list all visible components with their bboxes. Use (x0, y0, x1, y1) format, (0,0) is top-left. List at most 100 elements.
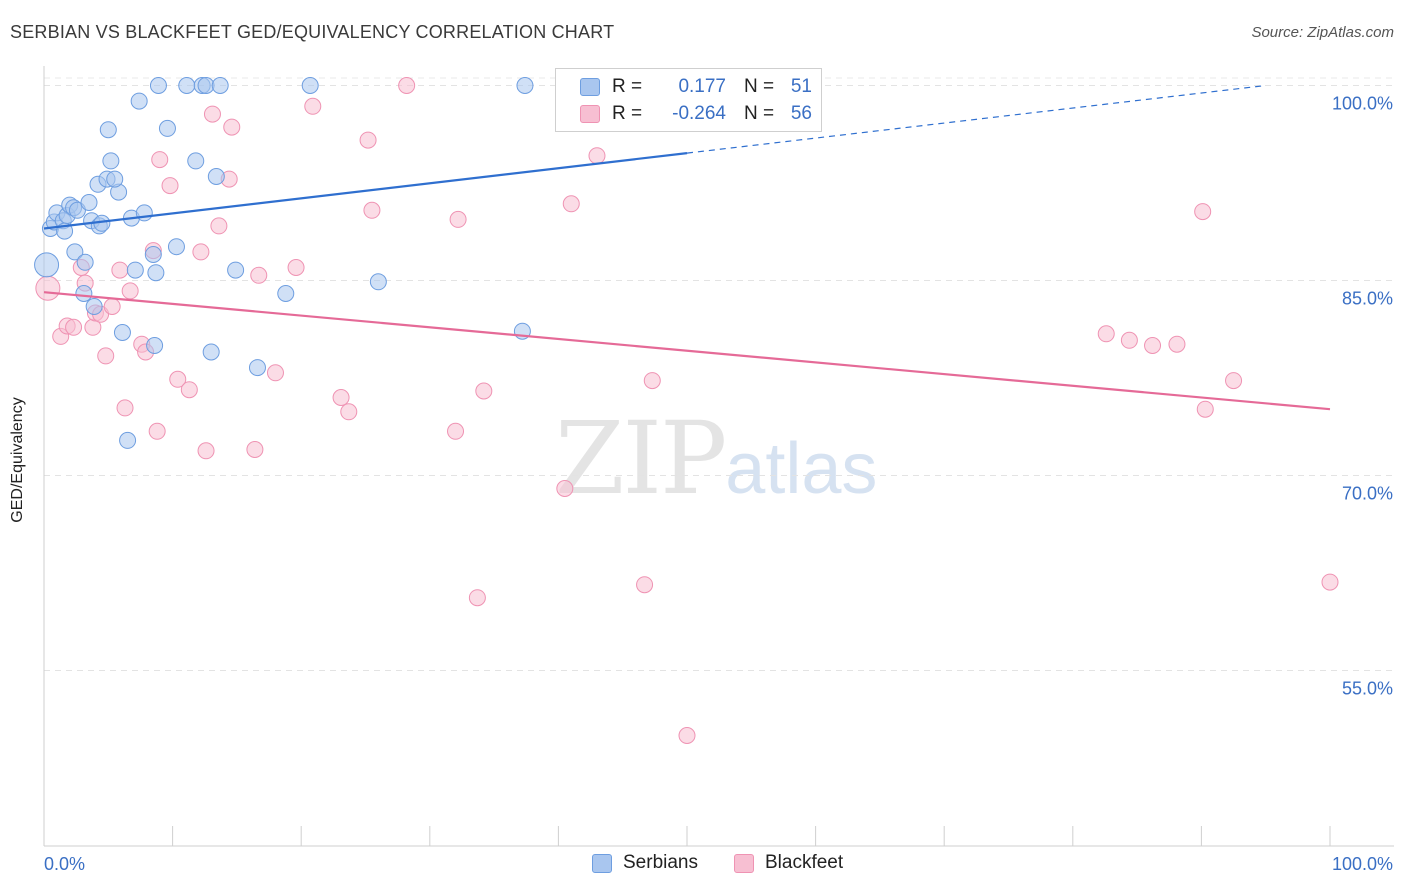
legend-r-value: 0.177 (678, 76, 726, 97)
blackfeet-point (1196, 400, 1214, 418)
serbians-point (167, 238, 185, 256)
blackfeet-point (192, 243, 210, 261)
blackfeet-point (449, 210, 467, 228)
blackfeet-point (1097, 325, 1115, 343)
blackfeet-point (1168, 335, 1186, 353)
serbians-point (119, 431, 137, 449)
x-tick-label: 100.0% (1332, 854, 1393, 874)
serbians-point (158, 119, 176, 137)
blackfeet-trend-line (43, 291, 1331, 411)
blackfeet-point (151, 151, 169, 169)
blackfeet-point (287, 259, 305, 276)
blackfeet-point (197, 442, 215, 460)
legend-item-blackfeet[interactable]: Blackfeet (734, 852, 843, 874)
serbians-point (202, 343, 220, 361)
serbians-point (227, 261, 245, 279)
serbians-point (277, 285, 295, 302)
watermark: ZIPatlas (555, 400, 877, 517)
blackfeet-point (363, 201, 381, 219)
serbians-point (80, 194, 98, 211)
y-axis-label: GED/Equivalency (9, 397, 26, 523)
blackfeet-point (203, 105, 221, 123)
blackfeet-point (678, 727, 696, 744)
legend-r-label: R = (612, 76, 643, 97)
blackfeet-point (359, 131, 377, 149)
blackfeet-point (332, 389, 350, 406)
blackfeet-point (148, 422, 166, 440)
blackfeet-point (562, 195, 580, 213)
blackfeet-point (246, 441, 264, 458)
blackfeet-point (103, 298, 121, 315)
serbians-point (113, 324, 131, 341)
blackfeet-point (250, 266, 268, 284)
blackfeet-point (97, 347, 115, 365)
blackfeet-point (1321, 573, 1339, 591)
legend-row-serbians: R = 0.177 N = 51 (580, 75, 812, 99)
y-tick-label: 55.0% (1342, 679, 1393, 699)
legend-r-value: -0.264 (672, 103, 726, 124)
blackfeet-point (398, 77, 416, 94)
serbians-point (144, 246, 162, 263)
serbians-point (34, 252, 60, 278)
serbians-point (369, 273, 387, 291)
blackfeet-point (556, 480, 574, 497)
y-tick-label: 100.0% (1332, 94, 1393, 114)
blackfeet-point (1225, 372, 1243, 390)
serbians-point (146, 337, 164, 354)
legend-row-blackfeet: R = -0.264 N = 56 (580, 102, 812, 126)
legend-swatch-blackfeet (580, 105, 600, 123)
blackfeet-point (1144, 337, 1162, 354)
legend-label-serbians: Serbians (623, 852, 698, 873)
blackfeet-point (65, 318, 83, 336)
serbians-point (147, 264, 165, 282)
blackfeet-point (180, 381, 198, 399)
blackfeet-point (169, 370, 187, 388)
legend-n-label: N = (744, 76, 775, 97)
serbians-point (75, 285, 93, 302)
blackfeet-point (643, 372, 661, 390)
blackfeet-point (340, 403, 358, 421)
watermark-zip: ZIP (555, 400, 727, 517)
legend-r-label: R = (612, 103, 643, 124)
blackfeet-point (210, 217, 228, 235)
serbians-point (211, 77, 229, 94)
serbians-point (301, 77, 319, 94)
serbians-point (149, 77, 167, 94)
serbians-point (130, 92, 148, 110)
correlation-legend: R = 0.177 N = 51 R = -0.264 N = 56 (555, 68, 822, 132)
legend-n-label: N = (744, 103, 775, 124)
blackfeet-point (35, 275, 61, 301)
blackfeet-point (447, 422, 465, 440)
legend-swatch-serbians (580, 78, 600, 96)
serbians-point (187, 152, 205, 170)
blackfeet-point (121, 282, 139, 300)
blackfeet-point (116, 399, 134, 417)
blackfeet-point (161, 177, 179, 195)
blackfeet-point (588, 147, 606, 165)
serbians-trend-line (43, 152, 688, 230)
legend-label-blackfeet: Blackfeet (765, 852, 844, 873)
serbians-point (66, 243, 84, 261)
serbians-point (178, 77, 196, 94)
legend-item-serbians[interactable]: Serbians (592, 852, 698, 874)
serbians-point (99, 121, 117, 139)
legend-n-value: 51 (790, 76, 812, 97)
blackfeet-point (636, 576, 654, 594)
chart-title: SERBIAN VS BLACKFEET GED/EQUIVALENCY COR… (10, 22, 615, 42)
legend-swatch-serbians (592, 853, 612, 873)
serbians-point (516, 77, 534, 94)
watermark-atlas: atlas (725, 429, 878, 509)
serbians-point (106, 170, 124, 188)
y-tick-label: 85.0% (1342, 289, 1393, 309)
serbians-point (85, 298, 103, 315)
serbians-point (102, 152, 120, 170)
blackfeet-point (266, 364, 284, 382)
blackfeet-point (304, 97, 322, 115)
blackfeet-point (111, 261, 129, 279)
serbians-point (197, 77, 215, 94)
x-tick-label: 0.0% (44, 854, 85, 874)
serbians-point (76, 253, 94, 271)
serbians-point (207, 168, 225, 185)
blackfeet-point (475, 382, 493, 400)
